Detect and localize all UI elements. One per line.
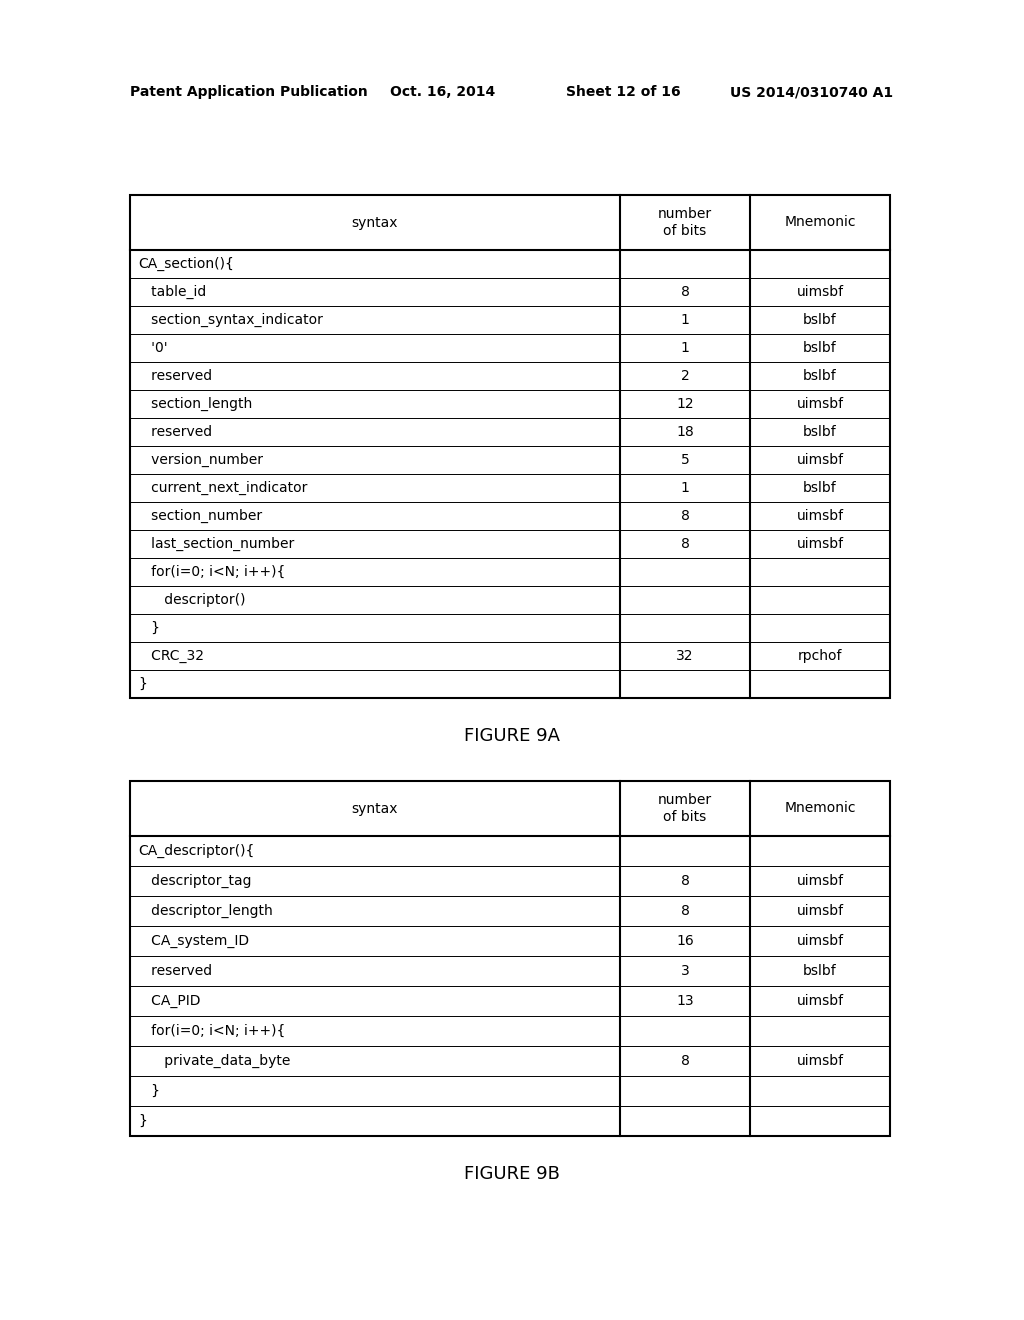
Text: rpchof: rpchof [798,649,843,663]
Text: 8: 8 [681,537,689,550]
Text: CA_system_ID: CA_system_ID [138,935,249,948]
Text: bslbf: bslbf [803,313,837,327]
Text: descriptor_length: descriptor_length [138,904,272,919]
Text: reserved: reserved [138,425,212,440]
Text: for(i=0; i<N; i++){: for(i=0; i<N; i++){ [138,565,286,579]
Text: bslbf: bslbf [803,370,837,383]
Text: 5: 5 [681,453,689,467]
Text: Oct. 16, 2014: Oct. 16, 2014 [390,84,496,99]
Text: current_next_indicator: current_next_indicator [138,480,307,495]
Text: US 2014/0310740 A1: US 2014/0310740 A1 [730,84,893,99]
Text: uimsbf: uimsbf [797,994,844,1008]
Text: }: } [138,1084,160,1098]
Text: syntax: syntax [352,801,398,816]
Text: bslbf: bslbf [803,480,837,495]
Text: descriptor_tag: descriptor_tag [138,874,252,888]
Text: bslbf: bslbf [803,341,837,355]
Text: 8: 8 [681,510,689,523]
Text: uimsbf: uimsbf [797,453,844,467]
Text: 8: 8 [681,1053,689,1068]
Text: uimsbf: uimsbf [797,510,844,523]
Text: number
of bits: number of bits [658,207,712,238]
Text: reserved: reserved [138,370,212,383]
Bar [130,781,890,1137]
Text: Mnemonic: Mnemonic [784,801,856,816]
Text: '0': '0' [138,341,168,355]
Text: 18: 18 [676,425,694,440]
Text: bslbf: bslbf [803,964,837,978]
Text: bslbf: bslbf [803,425,837,440]
Bar [130,195,890,698]
Text: FIGURE 9A: FIGURE 9A [464,727,560,744]
Text: descriptor(): descriptor() [138,593,246,607]
Text: table_id: table_id [138,285,206,300]
Text: private_data_byte: private_data_byte [138,1053,291,1068]
Text: reserved: reserved [138,964,212,978]
Text: CA_descriptor(){: CA_descriptor(){ [138,843,254,858]
Text: 12: 12 [676,397,694,411]
Text: section_number: section_number [138,510,262,523]
Text: 8: 8 [681,904,689,917]
Text: CRC_32: CRC_32 [138,649,204,663]
Text: section_syntax_indicator: section_syntax_indicator [138,313,323,327]
Text: uimsbf: uimsbf [797,874,844,888]
Text: }: } [138,677,146,690]
Text: version_number: version_number [138,453,263,467]
Text: 3: 3 [681,964,689,978]
Text: Mnemonic: Mnemonic [784,215,856,230]
Text: CA_PID: CA_PID [138,994,201,1008]
Text: Patent Application Publication: Patent Application Publication [130,84,368,99]
Text: number
of bits: number of bits [658,793,712,824]
Text: 2: 2 [681,370,689,383]
Text: 1: 1 [681,313,689,327]
Text: 13: 13 [676,994,694,1008]
Text: last_section_number: last_section_number [138,537,294,550]
Text: uimsbf: uimsbf [797,1053,844,1068]
Text: }: } [138,1114,146,1129]
Text: }: } [138,620,160,635]
Text: 1: 1 [681,480,689,495]
Text: uimsbf: uimsbf [797,935,844,948]
Text: uimsbf: uimsbf [797,397,844,411]
Text: 16: 16 [676,935,694,948]
Text: uimsbf: uimsbf [797,904,844,917]
Text: 32: 32 [676,649,693,663]
Text: FIGURE 9B: FIGURE 9B [464,1166,560,1183]
Text: uimsbf: uimsbf [797,537,844,550]
Text: Sheet 12 of 16: Sheet 12 of 16 [566,84,681,99]
Text: uimsbf: uimsbf [797,285,844,300]
Text: section_length: section_length [138,397,252,411]
Text: 8: 8 [681,874,689,888]
Text: 8: 8 [681,285,689,300]
Text: 1: 1 [681,341,689,355]
Text: syntax: syntax [352,215,398,230]
Text: for(i=0; i<N; i++){: for(i=0; i<N; i++){ [138,1024,286,1038]
Text: CA_section(){: CA_section(){ [138,257,233,271]
